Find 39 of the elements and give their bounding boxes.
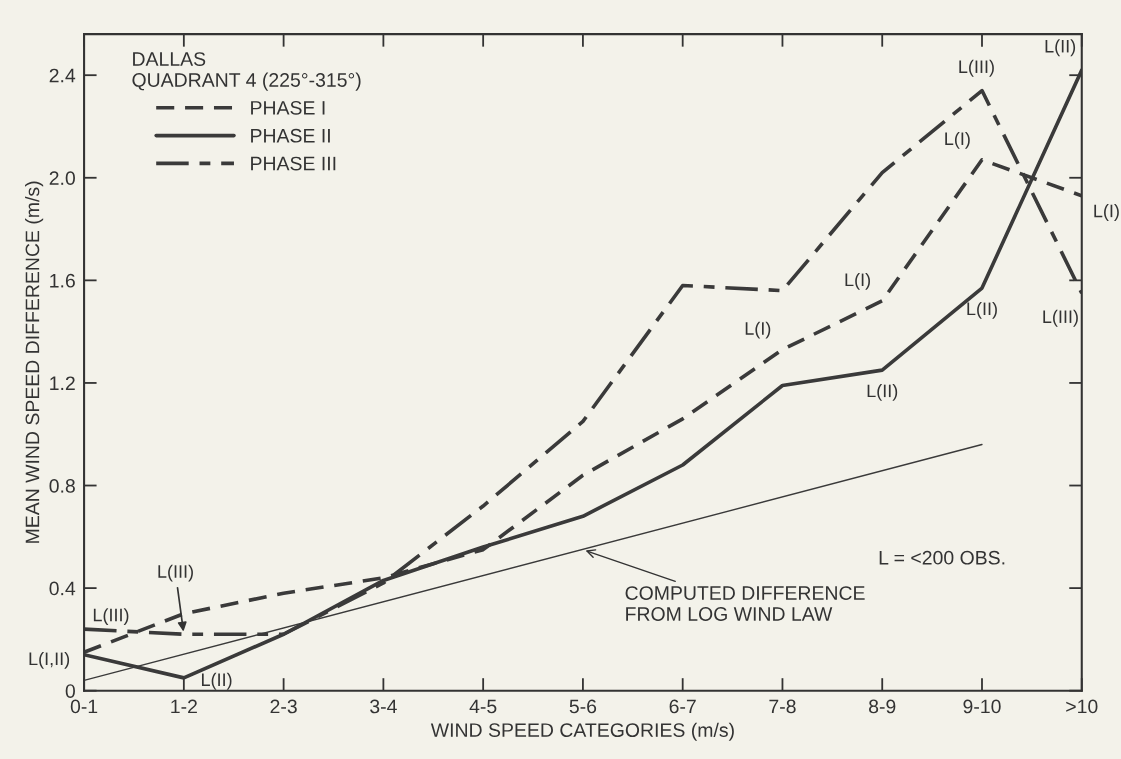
annotation: L = <200 OBS. (879, 550, 1005, 565)
x-tick-label: 7-8 (769, 699, 796, 714)
x-tick-label: 9-10 (963, 699, 1001, 714)
annotation: L(I) (745, 321, 771, 339)
annotation: L(II) (201, 672, 232, 690)
x-tick-label: 1-2 (171, 699, 197, 714)
annotation: L(II) (1045, 39, 1076, 57)
y-tick-label: 1.6 (50, 273, 75, 288)
legend-title: DALLAS QUADRANT 4 (225°-315°) (132, 52, 361, 91)
y-tick-label: 0.8 (49, 478, 75, 493)
y-tick-label: 0 (65, 684, 75, 698)
annotation: L(I) (1094, 204, 1119, 221)
legend-label: PHASE III (251, 156, 336, 171)
x-axis-title: WIND SPEED CATEGORIES (m/s) (430, 722, 734, 741)
y-tick-label: 1.2 (50, 376, 75, 390)
annotation: L(I,II) (29, 651, 70, 669)
annotation: COMPUTED DIFFERENCE FROM LOG WIND LAW (625, 586, 865, 621)
annotation: L(III) (959, 59, 994, 77)
annotation: L(III) (1043, 309, 1078, 327)
annotation: L(II) (867, 384, 898, 401)
y-axis-title: MEAN WIND SPEED DIFFERENCE (m/s) (25, 181, 44, 543)
legend-label: PHASE II (251, 128, 330, 143)
legend-label: PHASE I (251, 100, 325, 115)
y-tick-label: 2.4 (49, 68, 76, 83)
annotation: L(II) (967, 301, 997, 319)
x-tick-label: 2-3 (270, 699, 297, 714)
y-tick-label: 0.4 (49, 581, 76, 596)
x-tick-label: 3-4 (370, 699, 397, 714)
annotation: L(III) (93, 608, 129, 625)
x-tick-label: 8-9 (869, 699, 896, 714)
x-tick-label: 4-5 (469, 699, 497, 714)
x-tick-label: 0-1 (70, 699, 98, 714)
annotation: L(III) (158, 564, 193, 582)
y-tick-label: 2.0 (49, 171, 75, 186)
x-tick-label: 6-7 (669, 699, 696, 714)
x-tick-label: 5-6 (569, 699, 597, 714)
annotation: L(I) (945, 131, 970, 149)
annotation: L(I) (845, 272, 870, 290)
x-tick-label: >10 (1066, 699, 1098, 714)
